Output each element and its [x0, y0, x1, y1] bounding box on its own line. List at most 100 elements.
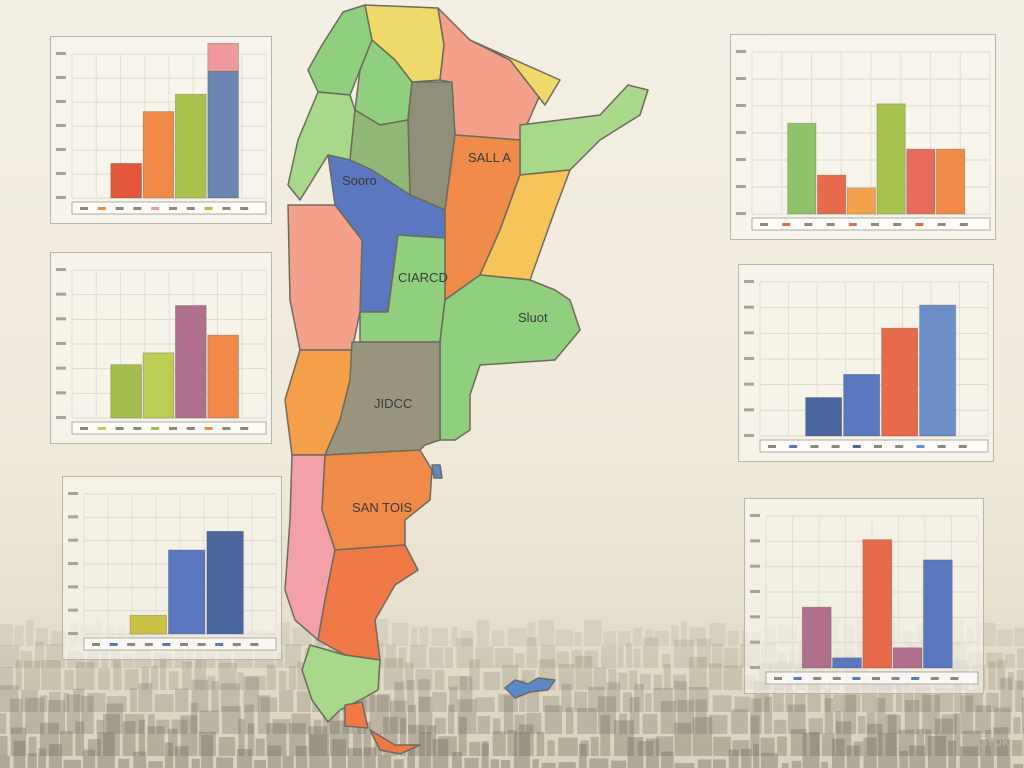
skyline-building — [150, 665, 159, 690]
skyline-building — [731, 709, 748, 734]
skyline-building — [750, 715, 760, 756]
skyline-building — [0, 736, 8, 756]
region-yellow-ne — [469, 39, 561, 106]
bar — [207, 334, 239, 419]
skyline-building — [429, 647, 444, 668]
bar — [168, 549, 206, 635]
island-blue — [504, 677, 556, 699]
skyline-building — [255, 738, 265, 756]
skyline-building — [20, 650, 32, 668]
skyline-building — [391, 623, 409, 646]
map-label-salta: SALL A — [468, 150, 511, 165]
legend-mark — [222, 427, 231, 430]
tick-mark — [750, 514, 760, 517]
skyline-building — [292, 627, 312, 646]
skyline-building — [492, 718, 501, 734]
skyline-building — [38, 748, 46, 768]
skyline-building — [244, 704, 254, 734]
skyline-building — [673, 639, 694, 668]
legend-mark — [950, 677, 959, 680]
tick-mark — [750, 590, 760, 593]
tick-mark — [56, 317, 66, 321]
skyline-building — [802, 732, 820, 768]
skyline-building — [415, 669, 433, 690]
legend-mark — [930, 677, 939, 680]
skyline-building — [216, 757, 234, 768]
skyline-building — [266, 664, 276, 690]
skyline-building — [525, 712, 542, 734]
legend-mark — [895, 445, 904, 448]
skyline-building — [477, 715, 491, 734]
skyline-building — [518, 724, 534, 756]
skyline-building — [39, 722, 59, 756]
skyline-building — [191, 758, 200, 768]
skyline-building — [410, 645, 427, 668]
skyline-building — [175, 688, 189, 712]
skyline-building — [655, 736, 674, 756]
skyline-building — [1014, 627, 1024, 646]
legend-mark — [768, 445, 776, 448]
skyline-building — [14, 625, 24, 646]
bar — [817, 174, 847, 215]
skyline-building — [988, 661, 996, 690]
bar — [805, 397, 843, 437]
tick-mark — [744, 357, 754, 360]
legend-mark — [911, 677, 920, 680]
skyline-building — [133, 751, 147, 768]
legend-mark — [240, 427, 249, 430]
skyline-building — [394, 681, 405, 712]
skyline-building — [147, 726, 165, 756]
skyline-building — [574, 631, 582, 646]
legend-mark — [151, 427, 160, 430]
skyline-building — [148, 761, 163, 768]
skyline-building — [448, 704, 455, 734]
skyline-building — [199, 710, 219, 734]
skyline-building — [695, 699, 707, 734]
skyline-building — [713, 736, 731, 756]
skyline-building — [41, 660, 61, 690]
legend-mark — [782, 223, 791, 226]
watermark: Grok — [977, 734, 1010, 750]
skyline-building — [527, 622, 536, 646]
skyline-building — [48, 700, 66, 734]
skyline-building — [124, 669, 139, 690]
skyline-building — [247, 723, 255, 756]
skyline-building — [154, 694, 174, 712]
skyline-building — [237, 672, 244, 690]
bar — [881, 327, 919, 437]
legend-mark — [937, 445, 946, 448]
legend-mark — [162, 643, 171, 646]
skyline-building — [593, 667, 607, 690]
skyline-building — [418, 732, 432, 768]
skyline-building — [75, 662, 95, 690]
legend-mark — [250, 643, 259, 646]
map-label-sooro: Sooro — [342, 173, 377, 188]
tick-mark — [56, 416, 66, 419]
skyline-building — [329, 720, 350, 756]
skyline-building — [709, 623, 726, 646]
skyline-building — [785, 677, 793, 712]
skyline-building — [653, 687, 673, 712]
skyline-building — [571, 649, 582, 668]
bar — [923, 559, 953, 669]
skyline-building — [284, 643, 301, 668]
skyline-building — [996, 739, 1011, 768]
bar — [846, 187, 876, 215]
skyline-building — [954, 713, 961, 756]
skyline-building — [547, 740, 555, 756]
skyline-building — [863, 737, 877, 768]
skyline-building — [677, 699, 695, 734]
skyline-building — [190, 702, 198, 734]
skyline-building — [608, 668, 617, 690]
skyline-building — [168, 671, 179, 690]
map-label-sluot: Sluot — [518, 310, 548, 325]
legend-mark — [169, 207, 177, 210]
skyline-building — [385, 644, 397, 668]
skyline-building — [835, 711, 842, 734]
skyline-building — [727, 630, 739, 646]
skyline-building — [103, 713, 120, 756]
skyline-building — [589, 758, 609, 768]
skyline-building — [452, 751, 462, 768]
skyline-building — [1004, 653, 1015, 668]
skyline-building — [13, 740, 26, 768]
